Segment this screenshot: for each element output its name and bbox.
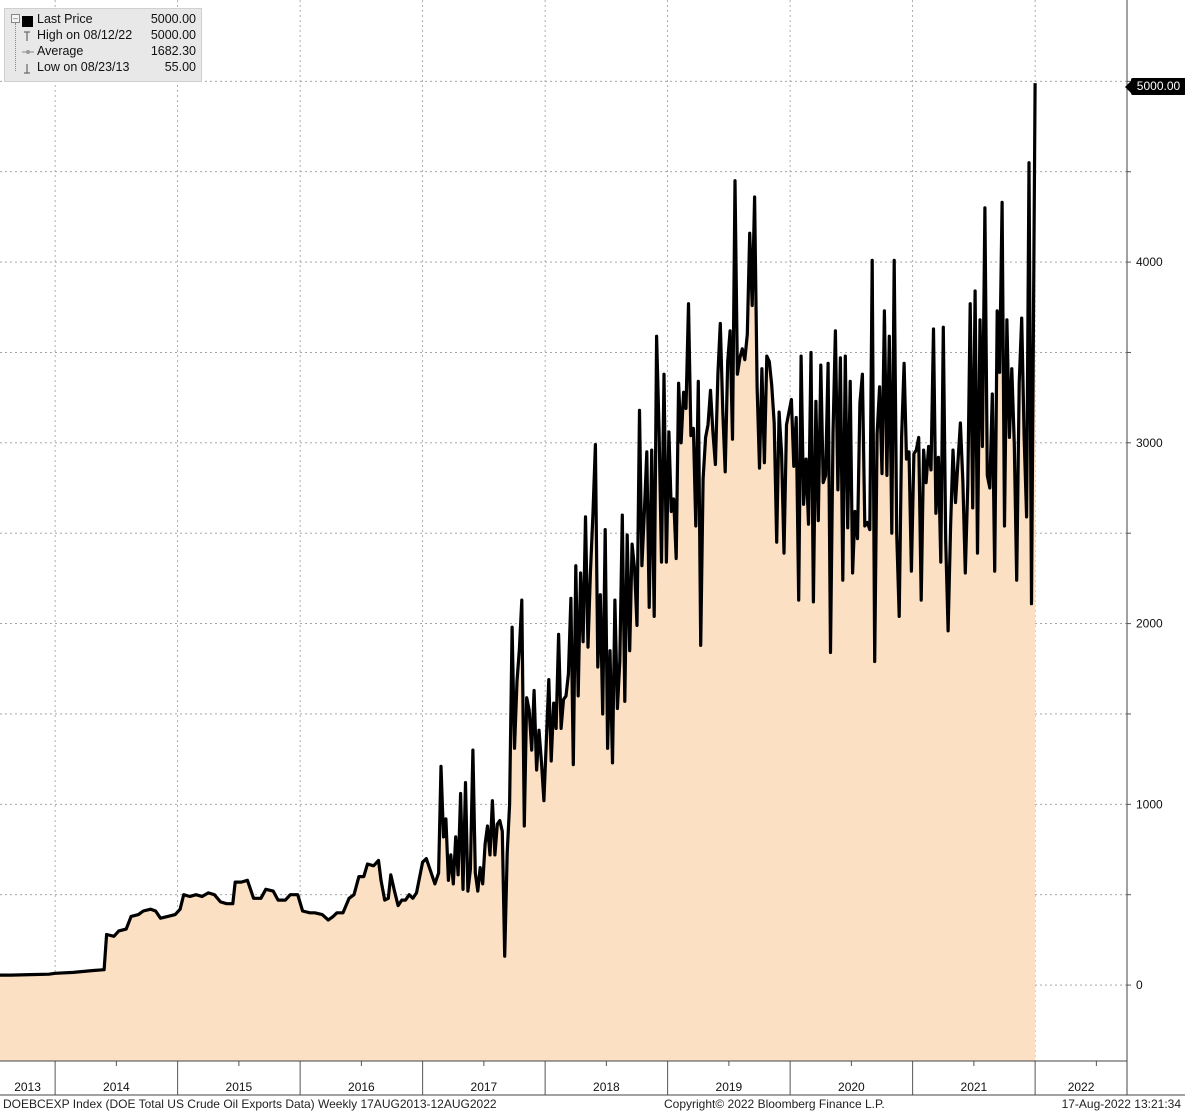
line-swatch-icon <box>22 16 33 27</box>
legend-value: 5000.00 <box>150 12 196 26</box>
x-tick-label: 2018 <box>593 1080 620 1094</box>
x-tick-label: 2021 <box>961 1080 988 1094</box>
y-tick-label: 2000 <box>1136 617 1163 631</box>
x-tick-label: 2022 <box>1068 1080 1095 1094</box>
x-tick-label: 2019 <box>716 1080 743 1094</box>
y-tick-label: 1000 <box>1136 797 1163 811</box>
average-marker-icon <box>22 50 34 54</box>
high-marker-icon <box>24 31 30 41</box>
collapse-toggle-icon[interactable]: – <box>11 14 20 23</box>
legend-label: High on 08/12/22 <box>37 28 133 42</box>
legend-value: 55.00 <box>164 60 196 74</box>
legend-label: Average <box>37 44 84 58</box>
tree-connector <box>15 23 16 71</box>
footer-copyright: Copyright© 2022 Bloomberg Finance L.P. <box>664 1097 885 1111</box>
series-line <box>0 83 1037 977</box>
legend-row-average: Average 1682.30 <box>5 44 201 60</box>
x-tick-label: 2020 <box>838 1080 865 1094</box>
x-tick-label: 2017 <box>471 1080 498 1094</box>
x-tick-label: 2015 <box>226 1080 253 1094</box>
legend-label: Last Price <box>37 12 93 26</box>
y-tick-label: 4000 <box>1136 255 1163 269</box>
legend-value: 5000.00 <box>150 28 196 42</box>
footer-timestamp: 17-Aug-2022 13:21:34 <box>1061 1097 1181 1111</box>
legend-label: Low on 08/23/13 <box>37 60 130 74</box>
legend: – Last Price 5000.00 High on 08/12/22 50… <box>4 8 202 82</box>
x-tick-label: 2013 <box>14 1080 41 1094</box>
legend-row-low: Low on 08/23/13 55.00 <box>5 60 201 76</box>
y-tick-label: 3000 <box>1136 436 1163 450</box>
legend-value: 1682.30 <box>150 44 196 58</box>
y-tick-label: 0 <box>1136 978 1143 992</box>
low-marker-icon <box>24 64 30 74</box>
legend-row-last-price: Last Price 5000.00 <box>5 12 201 28</box>
last-value-badge: 5000.00 <box>1125 78 1185 95</box>
x-tick-label: 2014 <box>103 1080 130 1094</box>
footer: DOEBCEXP Index (DOE Total US Crude Oil E… <box>0 1096 1185 1113</box>
area-fill <box>0 83 1036 1062</box>
legend-row-high: High on 08/12/22 5000.00 <box>5 28 201 44</box>
footer-source: DOEBCEXP Index (DOE Total US Crude Oil E… <box>3 1097 497 1111</box>
x-tick-label: 2016 <box>348 1080 375 1094</box>
